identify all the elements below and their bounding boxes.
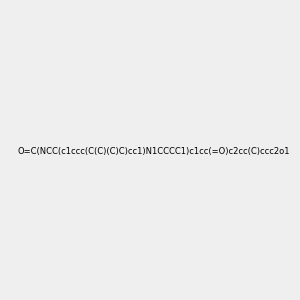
Text: O=C(NCC(c1ccc(C(C)(C)C)cc1)N1CCCC1)c1cc(=O)c2cc(C)ccc2o1: O=C(NCC(c1ccc(C(C)(C)C)cc1)N1CCCC1)c1cc(… bbox=[17, 147, 290, 156]
